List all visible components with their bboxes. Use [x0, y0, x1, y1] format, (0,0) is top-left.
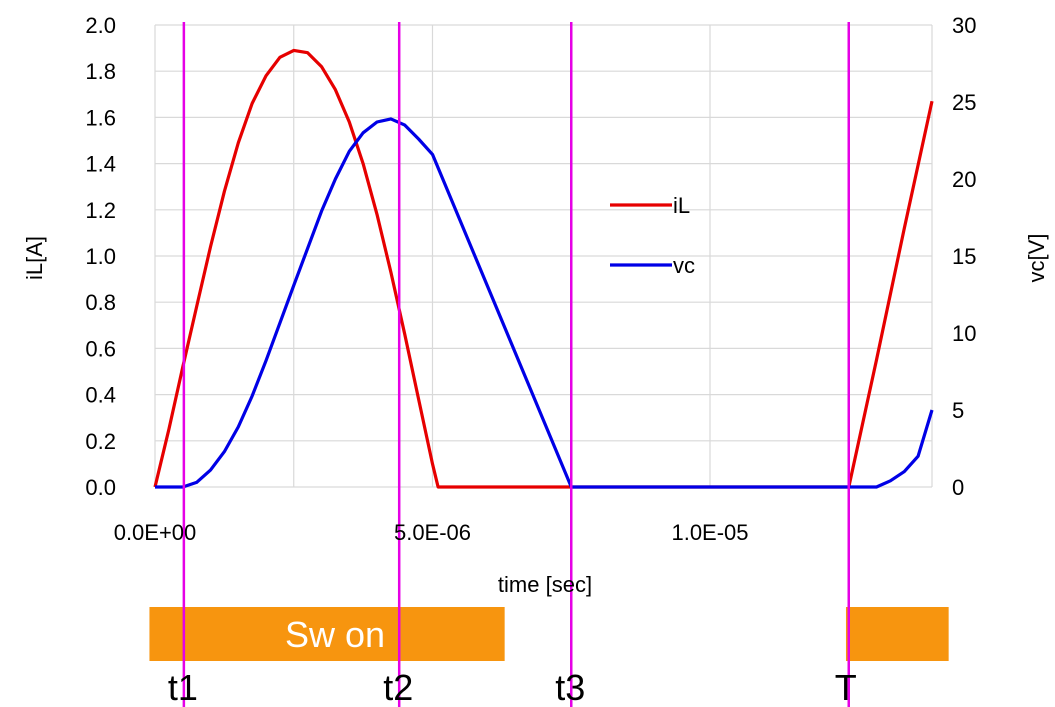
y-right-tick-label: 5: [952, 398, 964, 423]
series-lines: [153, 48, 934, 489]
y-right-tick-label: 20: [952, 167, 976, 192]
y-left-tick-label: 1.2: [85, 198, 116, 223]
y-left-tick-label: 0.0: [85, 475, 116, 500]
y-right-tick-label: 0: [952, 475, 964, 500]
switch-bars: Sw on: [149, 607, 949, 661]
y-left-tick-label: 0.6: [85, 336, 116, 361]
switch-on-bar: [845, 607, 949, 661]
marker-label-t2: t2: [383, 667, 413, 707]
marker-label-t3: t3: [555, 667, 585, 707]
legend-label-iL: iL: [673, 193, 690, 218]
y-left-tick-label: 1.4: [85, 152, 116, 177]
y-left-tick-label: 1.6: [85, 105, 116, 130]
y-axis-left-title: iL[A]: [22, 236, 47, 280]
y-left-tick-label: 1.8: [85, 59, 116, 84]
legend: iL vc: [610, 193, 695, 278]
y-left-tick-label: 0.4: [85, 383, 116, 408]
marker-label-T: T: [835, 667, 857, 707]
y-right-tick-label: 15: [952, 244, 976, 269]
grid: [154, 24, 933, 488]
y-left-tick-label: 0.8: [85, 290, 116, 315]
switch-on-bar: [149, 607, 505, 661]
time-markers: t1 t2 t3 T: [168, 22, 857, 707]
y-left-tick-label: 0.2: [85, 429, 116, 454]
x-tick-label: 5.0E-06: [394, 520, 471, 545]
legend-label-vc: vc: [673, 253, 695, 278]
y-right-tick-label: 30: [952, 13, 976, 38]
series-line-vc: [155, 117, 934, 489]
marker-label-t1: t1: [168, 667, 198, 707]
y-axis-right-title: vc[V]: [1024, 234, 1049, 283]
y-left-tick-label: 1.0: [85, 244, 116, 269]
switch-on-label: Sw on: [285, 614, 385, 655]
tick-labels: 0.0 0.2 0.4 0.6 0.8 1.0 1.2 1.4 1.6 1.8 2.0 0 5 10 15 2…: [85, 13, 976, 545]
y-right-tick-label: 25: [952, 90, 976, 115]
x-tick-label: 1.0E-05: [671, 520, 748, 545]
x-axis-title: time [sec]: [498, 572, 592, 597]
series-line-iL: [153, 48, 934, 489]
y-right-tick-label: 10: [952, 321, 976, 346]
x-tick-label: 0.0E+00: [114, 520, 197, 545]
y-left-tick-label: 2.0: [85, 13, 116, 38]
